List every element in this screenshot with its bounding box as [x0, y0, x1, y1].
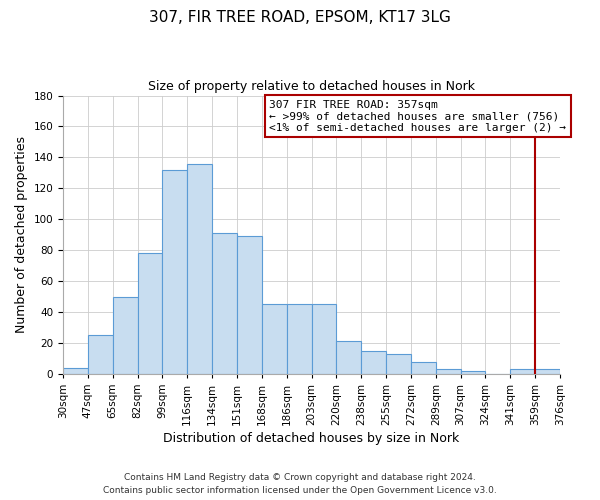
- X-axis label: Distribution of detached houses by size in Nork: Distribution of detached houses by size …: [163, 432, 460, 445]
- Bar: [88, 335, 113, 374]
- Bar: [436, 370, 461, 374]
- Bar: [287, 304, 311, 374]
- Bar: [386, 354, 411, 374]
- Bar: [361, 350, 386, 374]
- Bar: [411, 362, 436, 374]
- Bar: [262, 304, 287, 374]
- Bar: [311, 304, 337, 374]
- Y-axis label: Number of detached properties: Number of detached properties: [15, 136, 28, 333]
- Bar: [237, 236, 262, 374]
- Bar: [163, 170, 187, 374]
- Bar: [461, 371, 485, 374]
- Bar: [337, 342, 361, 374]
- Bar: [113, 296, 137, 374]
- Bar: [212, 233, 237, 374]
- Bar: [187, 164, 212, 374]
- Bar: [535, 370, 560, 374]
- Bar: [137, 254, 163, 374]
- Text: Contains HM Land Registry data © Crown copyright and database right 2024.
Contai: Contains HM Land Registry data © Crown c…: [103, 474, 497, 495]
- Text: 307 FIR TREE ROAD: 357sqm
← >99% of detached houses are smaller (756)
<1% of sem: 307 FIR TREE ROAD: 357sqm ← >99% of deta…: [269, 100, 566, 133]
- Bar: [511, 370, 535, 374]
- Text: 307, FIR TREE ROAD, EPSOM, KT17 3LG: 307, FIR TREE ROAD, EPSOM, KT17 3LG: [149, 10, 451, 25]
- Bar: [63, 368, 88, 374]
- Title: Size of property relative to detached houses in Nork: Size of property relative to detached ho…: [148, 80, 475, 93]
